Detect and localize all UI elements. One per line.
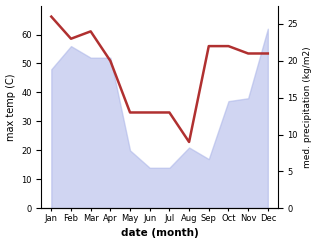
Y-axis label: max temp (C): max temp (C) bbox=[5, 73, 16, 141]
Y-axis label: med. precipitation (kg/m2): med. precipitation (kg/m2) bbox=[303, 46, 313, 168]
X-axis label: date (month): date (month) bbox=[121, 228, 198, 238]
